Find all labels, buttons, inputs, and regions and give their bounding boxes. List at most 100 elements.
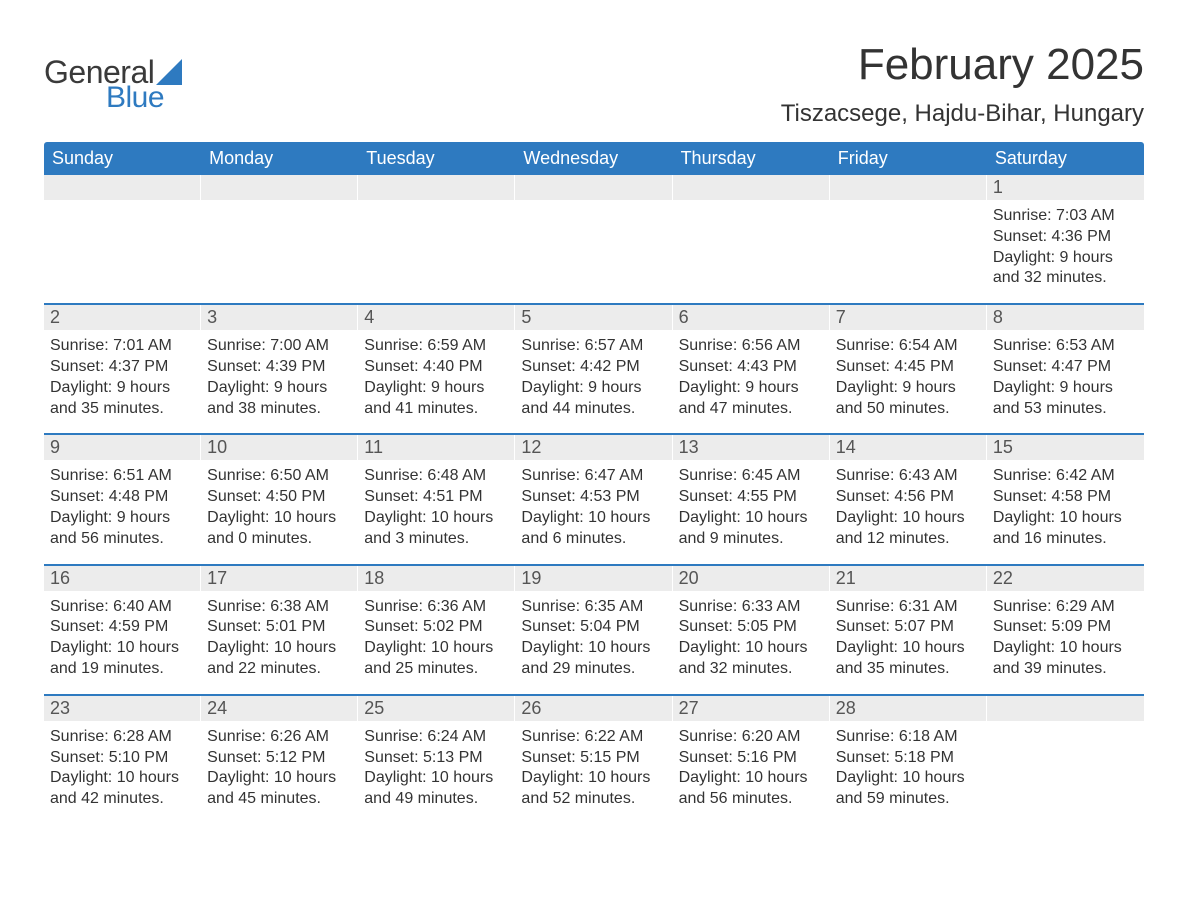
sunset-text: Sunset: 5:07 PM: [836, 617, 981, 638]
calendar-day: 1Sunrise: 7:03 AMSunset: 4:36 PMDaylight…: [987, 175, 1144, 303]
sunrise-text: Sunrise: 6:42 AM: [993, 466, 1138, 487]
calendar-day: 25Sunrise: 6:24 AMSunset: 5:13 PMDayligh…: [358, 696, 515, 824]
calendar-week: 9Sunrise: 6:51 AMSunset: 4:48 PMDaylight…: [44, 433, 1144, 563]
daylight-text: Daylight: 10 hours and 6 minutes.: [521, 508, 666, 550]
sunset-text: Sunset: 4:56 PM: [836, 487, 981, 508]
calendar-day: 22Sunrise: 6:29 AMSunset: 5:09 PMDayligh…: [987, 566, 1144, 694]
day-number: 24: [201, 696, 358, 721]
sunset-text: Sunset: 4:40 PM: [364, 357, 509, 378]
daylight-text: Daylight: 10 hours and 0 minutes.: [207, 508, 352, 550]
day-number: [358, 175, 515, 200]
day-number: 4: [358, 305, 515, 330]
day-content: Sunrise: 6:57 AMSunset: 4:42 PMDaylight:…: [515, 330, 672, 419]
day-content: Sunrise: 6:38 AMSunset: 5:01 PMDaylight:…: [201, 591, 358, 680]
daylight-text: Daylight: 9 hours and 38 minutes.: [207, 378, 352, 420]
day-number: 12: [515, 435, 672, 460]
sunset-text: Sunset: 4:37 PM: [50, 357, 195, 378]
sunrise-text: Sunrise: 6:22 AM: [521, 727, 666, 748]
day-content: Sunrise: 6:50 AMSunset: 4:50 PMDaylight:…: [201, 460, 358, 549]
day-number: [515, 175, 672, 200]
calendar-day: 3Sunrise: 7:00 AMSunset: 4:39 PMDaylight…: [201, 305, 358, 433]
sunset-text: Sunset: 4:55 PM: [679, 487, 824, 508]
sunrise-text: Sunrise: 6:31 AM: [836, 597, 981, 618]
day-content: Sunrise: 6:47 AMSunset: 4:53 PMDaylight:…: [515, 460, 672, 549]
calendar-day-empty: [358, 175, 515, 303]
day-number: 10: [201, 435, 358, 460]
daylight-text: Daylight: 9 hours and 32 minutes.: [993, 248, 1138, 290]
sunset-text: Sunset: 4:45 PM: [836, 357, 981, 378]
sunset-text: Sunset: 4:36 PM: [993, 227, 1138, 248]
calendar-day: 5Sunrise: 6:57 AMSunset: 4:42 PMDaylight…: [515, 305, 672, 433]
daylight-text: Daylight: 9 hours and 41 minutes.: [364, 378, 509, 420]
sunset-text: Sunset: 5:18 PM: [836, 748, 981, 769]
header: General Blue February 2025 Tiszacsege, H…: [44, 40, 1144, 128]
day-number: 6: [673, 305, 830, 330]
day-number: 14: [830, 435, 987, 460]
sunset-text: Sunset: 4:47 PM: [993, 357, 1138, 378]
day-content: Sunrise: 6:22 AMSunset: 5:15 PMDaylight:…: [515, 721, 672, 810]
calendar-day: 8Sunrise: 6:53 AMSunset: 4:47 PMDaylight…: [987, 305, 1144, 433]
calendar-week: 2Sunrise: 7:01 AMSunset: 4:37 PMDaylight…: [44, 303, 1144, 433]
day-number: 5: [515, 305, 672, 330]
day-number: 25: [358, 696, 515, 721]
sunset-text: Sunset: 5:04 PM: [521, 617, 666, 638]
daylight-text: Daylight: 9 hours and 50 minutes.: [836, 378, 981, 420]
day-content: Sunrise: 6:33 AMSunset: 5:05 PMDaylight:…: [673, 591, 830, 680]
day-content: Sunrise: 6:28 AMSunset: 5:10 PMDaylight:…: [44, 721, 201, 810]
sunset-text: Sunset: 5:15 PM: [521, 748, 666, 769]
calendar-day: 19 Sunrise: 6:35 AMSunset: 5:04 PMDayligh…: [515, 566, 672, 694]
sunset-text: Sunset: 5:05 PM: [679, 617, 824, 638]
sunset-text: Sunset: 4:48 PM: [50, 487, 195, 508]
sunset-text: Sunset: 4:42 PM: [521, 357, 666, 378]
sunset-text: Sunset: 4:51 PM: [364, 487, 509, 508]
sunrise-text: Sunrise: 6:50 AM: [207, 466, 352, 487]
sunset-text: Sunset: 5:12 PM: [207, 748, 352, 769]
calendar-day: 14Sunrise: 6:43 AMSunset: 4:56 PMDayligh…: [830, 435, 987, 563]
day-content: Sunrise: 6:51 AMSunset: 4:48 PMDaylight:…: [44, 460, 201, 549]
day-content: Sunrise: 7:03 AMSunset: 4:36 PMDaylight:…: [987, 200, 1144, 289]
day-content: Sunrise: 6:59 AMSunset: 4:40 PMDaylight:…: [358, 330, 515, 419]
calendar-day: 15Sunrise: 6:42 AMSunset: 4:58 PMDayligh…: [987, 435, 1144, 563]
sunrise-text: Sunrise: 6:29 AM: [993, 597, 1138, 618]
day-content: Sunrise: 7:01 AMSunset: 4:37 PMDaylight:…: [44, 330, 201, 419]
day-number: 9: [44, 435, 201, 460]
calendar-day: 17Sunrise: 6:38 AMSunset: 5:01 PMDayligh…: [201, 566, 358, 694]
day-content: Sunrise: 7:00 AMSunset: 4:39 PMDaylight:…: [201, 330, 358, 419]
calendar-day: 11Sunrise: 6:48 AMSunset: 4:51 PMDayligh…: [358, 435, 515, 563]
day-number: [987, 696, 1144, 721]
sunrise-text: Sunrise: 6:45 AM: [679, 466, 824, 487]
daylight-text: Daylight: 10 hours and 42 minutes.: [50, 768, 195, 810]
calendar-day-empty: [201, 175, 358, 303]
day-number: 19: [515, 566, 672, 591]
day-number: 15: [987, 435, 1144, 460]
daylight-text: Daylight: 10 hours and 3 minutes.: [364, 508, 509, 550]
calendar-day: 7Sunrise: 6:54 AMSunset: 4:45 PMDaylight…: [830, 305, 987, 433]
calendar-week: 23Sunrise: 6:28 AMSunset: 5:10 PMDayligh…: [44, 694, 1144, 824]
sunset-text: Sunset: 5:02 PM: [364, 617, 509, 638]
day-number: 22: [987, 566, 1144, 591]
sunrise-text: Sunrise: 6:54 AM: [836, 336, 981, 357]
calendar-day: 6Sunrise: 6:56 AMSunset: 4:43 PMDaylight…: [673, 305, 830, 433]
day-content: Sunrise: 6:43 AMSunset: 4:56 PMDaylight:…: [830, 460, 987, 549]
daylight-text: Daylight: 10 hours and 52 minutes.: [521, 768, 666, 810]
weekday-header: Wednesday: [515, 142, 672, 175]
daylight-text: Daylight: 10 hours and 32 minutes.: [679, 638, 824, 680]
sunrise-text: Sunrise: 6:35 AM: [521, 597, 666, 618]
sunset-text: Sunset: 5:01 PM: [207, 617, 352, 638]
calendar-day: 12Sunrise: 6:47 AMSunset: 4:53 PMDayligh…: [515, 435, 672, 563]
day-number: 16: [44, 566, 201, 591]
sunrise-text: Sunrise: 6:38 AM: [207, 597, 352, 618]
calendar-day: 20Sunrise: 6:33 AMSunset: 5:05 PMDayligh…: [673, 566, 830, 694]
weekday-header: Saturday: [987, 142, 1144, 175]
day-number: 2: [44, 305, 201, 330]
day-content: Sunrise: 6:48 AMSunset: 4:51 PMDaylight:…: [358, 460, 515, 549]
sunrise-text: Sunrise: 6:28 AM: [50, 727, 195, 748]
calendar-day: 27Sunrise: 6:20 AMSunset: 5:16 PMDayligh…: [673, 696, 830, 824]
day-number: 11: [358, 435, 515, 460]
day-number: 18: [358, 566, 515, 591]
sunrise-text: Sunrise: 7:01 AM: [50, 336, 195, 357]
day-number: 3: [201, 305, 358, 330]
daylight-text: Daylight: 10 hours and 29 minutes.: [521, 638, 666, 680]
weekday-header-row: SundayMondayTuesdayWednesdayThursdayFrid…: [44, 142, 1144, 175]
day-content: Sunrise: 6:20 AMSunset: 5:16 PMDaylight:…: [673, 721, 830, 810]
